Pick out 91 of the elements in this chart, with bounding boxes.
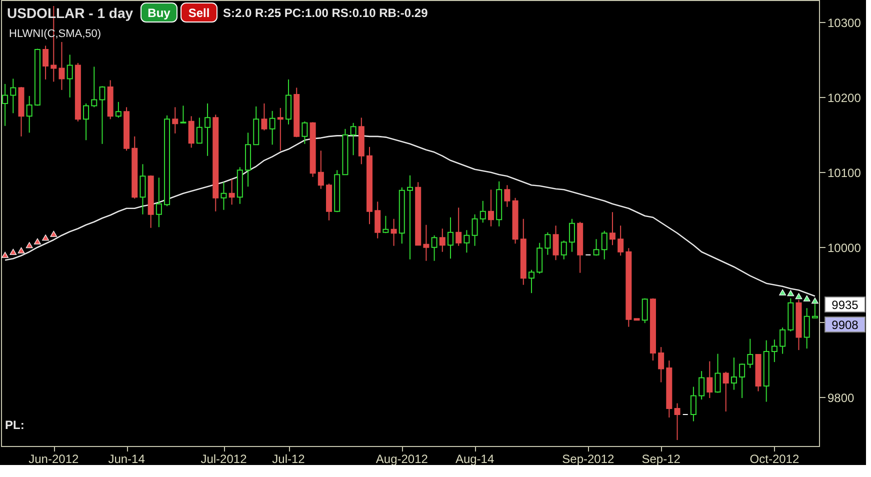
candlestick bbox=[609, 212, 616, 246]
candlestick bbox=[552, 225, 559, 261]
candlestick bbox=[560, 240, 567, 260]
candlestick bbox=[488, 189, 494, 227]
candlestick bbox=[536, 242, 543, 274]
candlestick bbox=[140, 164, 146, 215]
candlestick bbox=[730, 357, 737, 390]
candlestick bbox=[658, 346, 664, 383]
candlestick bbox=[407, 174, 413, 260]
candlestick bbox=[286, 78, 292, 125]
candlestick bbox=[302, 120, 308, 144]
candlestick bbox=[480, 200, 486, 224]
candlestick bbox=[722, 371, 729, 412]
y-tick-label: 10100 bbox=[828, 166, 862, 180]
x-tick-label: Jul-2012 bbox=[200, 452, 248, 466]
candlestick bbox=[690, 386, 696, 422]
candlestick bbox=[10, 78, 16, 114]
candlestick bbox=[220, 182, 227, 210]
candlestick bbox=[156, 177, 162, 228]
candlestick bbox=[83, 102, 90, 141]
x-tick-label: Oct-2012 bbox=[750, 452, 800, 466]
point bbox=[18, 247, 25, 254]
candlestick bbox=[196, 117, 202, 144]
candlestick bbox=[642, 298, 648, 324]
x-tick-label: Jul-12 bbox=[272, 452, 306, 466]
candlestick bbox=[780, 327, 786, 354]
candlestick bbox=[706, 360, 713, 399]
candlestick bbox=[456, 207, 462, 246]
candlestick bbox=[269, 110, 276, 146]
point bbox=[2, 252, 9, 258]
candlestick bbox=[374, 201, 381, 239]
candlestick bbox=[99, 86, 106, 144]
candlestick bbox=[172, 106, 178, 134]
candlestick bbox=[504, 184, 510, 208]
y-tick-label: 10200 bbox=[828, 90, 862, 105]
candlestick bbox=[390, 218, 397, 246]
candlestick bbox=[439, 228, 446, 252]
x-tick-label: Jun-14 bbox=[108, 452, 146, 466]
candlestick bbox=[739, 363, 746, 399]
point bbox=[50, 230, 58, 237]
x-tick-label: Jun-2012 bbox=[28, 452, 79, 466]
point bbox=[779, 289, 786, 296]
candlestick bbox=[350, 122, 356, 156]
point bbox=[26, 242, 33, 248]
annotation: Buy bbox=[148, 6, 171, 20]
annotation: PL: bbox=[5, 418, 24, 432]
candlestick bbox=[593, 238, 600, 256]
annotation: Sell bbox=[188, 6, 210, 20]
candlestick bbox=[714, 353, 721, 394]
y-tick-label: 10300 bbox=[828, 16, 862, 30]
candlestick bbox=[115, 101, 122, 118]
candlestick bbox=[447, 216, 454, 260]
candlestick bbox=[674, 402, 680, 441]
candlestick bbox=[431, 234, 438, 262]
annotation: S:2.0 R:25 PC:1.00 RS:0.10 RB:-0.29 bbox=[223, 6, 428, 20]
candlestick bbox=[568, 218, 575, 252]
candlestick bbox=[382, 215, 389, 234]
point bbox=[803, 295, 810, 302]
text: 9908 bbox=[832, 318, 859, 332]
candlestick bbox=[318, 150, 324, 190]
candlestick bbox=[544, 232, 551, 256]
point bbox=[795, 293, 802, 300]
candlestick bbox=[804, 308, 810, 350]
candlestick bbox=[180, 105, 186, 124]
candlestick bbox=[91, 66, 98, 108]
candlestick bbox=[698, 370, 705, 400]
point bbox=[42, 234, 50, 241]
candlestick bbox=[188, 116, 194, 148]
candlestick bbox=[58, 41, 65, 90]
point bbox=[787, 290, 794, 296]
candlestick bbox=[747, 338, 754, 369]
candlestick bbox=[66, 54, 73, 98]
point bbox=[811, 298, 818, 304]
candlestick bbox=[771, 339, 778, 363]
text: 9935 bbox=[832, 298, 859, 312]
candlestick bbox=[528, 269, 534, 294]
y-tick-label: 10000 bbox=[828, 240, 862, 255]
candlestick bbox=[204, 102, 211, 156]
candlestick bbox=[464, 230, 470, 254]
candlestick bbox=[277, 107, 284, 152]
point bbox=[10, 248, 17, 255]
candlestick bbox=[618, 225, 624, 256]
candlestick bbox=[228, 178, 235, 206]
candlestick bbox=[26, 95, 32, 134]
y-tick-label: 9800 bbox=[828, 390, 855, 405]
point bbox=[34, 238, 41, 244]
candlestick bbox=[423, 224, 430, 262]
candlestick bbox=[42, 45, 49, 80]
candlestick bbox=[601, 230, 608, 260]
candlestick bbox=[472, 214, 478, 246]
candlestick bbox=[261, 102, 268, 131]
